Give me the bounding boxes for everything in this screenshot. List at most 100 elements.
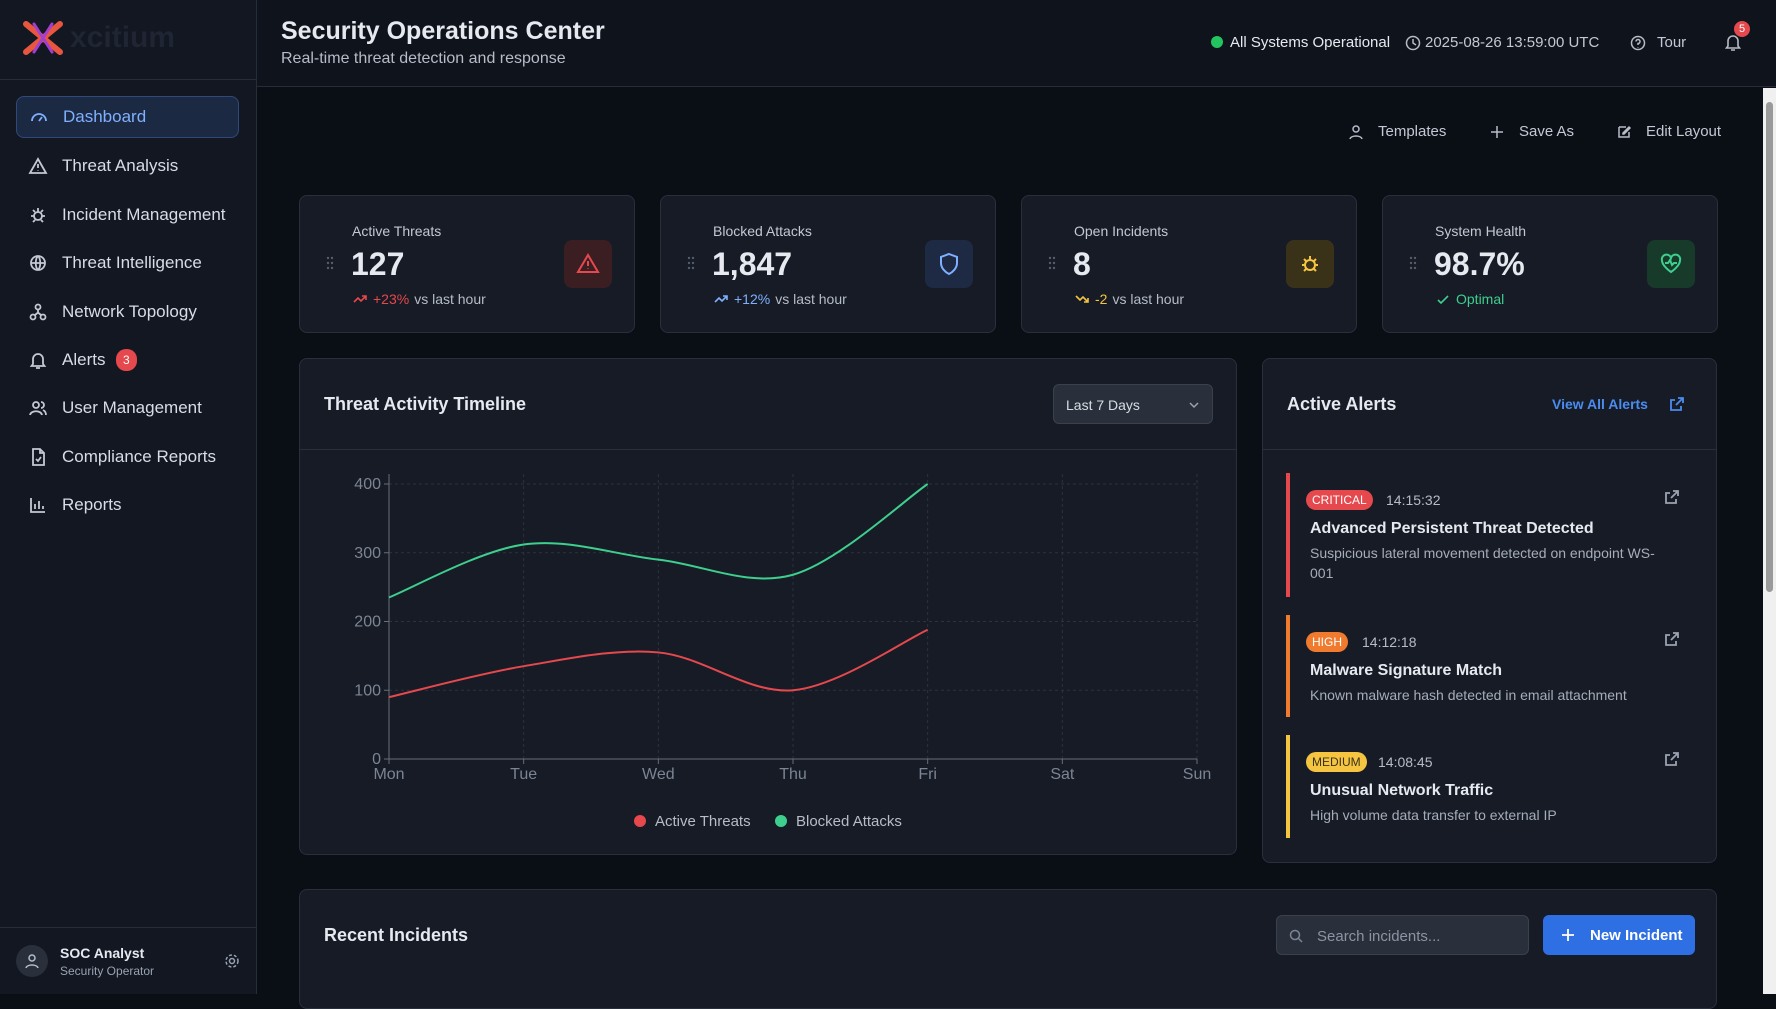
stat-card[interactable]: Blocked Attacks 1,847 +12% vs last hour [660, 195, 996, 333]
nav-label: Alerts [62, 350, 106, 369]
chevron [1189, 402, 1199, 409]
view-all-link[interactable]: View All Alerts [1552, 396, 1648, 412]
external-icon [1665, 752, 1679, 766]
trend-icon [1437, 295, 1449, 305]
nav-icon [28, 157, 48, 174]
legend-label: Blocked Attacks [796, 813, 902, 830]
nav-item[interactable]: Threat Intelligence [16, 242, 239, 284]
incidents-panel: Recent Incidents Search incidents... New… [299, 889, 1717, 1009]
nav-label: Incident Management [62, 205, 226, 224]
range-dropdown[interactable]: Last 7 Days [1053, 384, 1213, 424]
stat-icon [1286, 240, 1334, 288]
timestamp: 2025-08-26 13:59:00 UTC [1425, 34, 1600, 51]
status: All Systems Operational [1230, 34, 1391, 51]
stat-note: vs last hour [414, 291, 486, 307]
stat-change: +12% vs last hour [713, 291, 847, 307]
nav-label: Dashboard [63, 107, 147, 126]
divider [0, 79, 257, 80]
alert-title: Unusual Network Traffic [1310, 782, 1494, 799]
nav-label: Threat Analysis [62, 156, 179, 175]
stat-icon [925, 240, 973, 288]
sidebar: xcitium Dashboard Threat Analysis Incident… [0, 0, 257, 994]
bell-icon[interactable] [1723, 32, 1743, 52]
nav-label: Network Topology [62, 302, 197, 321]
toolbar-label: Templates [1378, 123, 1447, 140]
alert-item[interactable]: CRITICAL 14:15:32 Advanced Persistent Th… [1286, 473, 1691, 597]
brand: xcitium [22, 20, 175, 56]
y-tick-label: 300 [354, 545, 381, 562]
x-tick-label: Wed [642, 766, 675, 783]
alert-description: High volume data transfer to external IP [1310, 807, 1557, 823]
avatar[interactable] [16, 945, 48, 977]
toolbar-icon [1618, 125, 1632, 138]
stat-value: 1,847 [712, 246, 793, 282]
drag-handle [1048, 256, 1056, 270]
nav-item[interactable]: Alerts [16, 339, 239, 381]
tour-button[interactable]: Tour [1657, 34, 1687, 51]
severity-badge: CRITICAL [1306, 490, 1373, 510]
external-icon [1665, 490, 1679, 504]
stat-value: 8 [1073, 246, 1091, 282]
nav-item[interactable]: Incident Management [16, 194, 239, 236]
stat-card[interactable]: Active Threats 127 +23% vs last hour [299, 195, 635, 333]
trend-icon [1075, 295, 1089, 303]
toolbar-label: Edit Layout [1646, 123, 1722, 140]
trend-icon [353, 295, 367, 303]
nav-icon [31, 113, 47, 122]
stat-value: 127 [351, 246, 405, 282]
nav-item[interactable]: Compliance Reports [16, 436, 239, 478]
help-icon[interactable] [1630, 35, 1646, 51]
alert-time: 14:12:18 [1362, 634, 1417, 650]
scrollbar[interactable] [1763, 88, 1776, 994]
toolbar-button[interactable]: Edit Layout [1616, 123, 1721, 140]
stat-label: Blocked Attacks [713, 223, 812, 239]
stat-delta: +23% [373, 291, 410, 307]
stat-icon [564, 240, 612, 288]
y-tick-label: 400 [354, 476, 381, 493]
severity-badge: HIGH [1306, 632, 1348, 652]
panel-title: Threat Activity Timeline [324, 394, 527, 414]
divider [300, 449, 1236, 450]
nav-item[interactable]: User Management [16, 387, 239, 429]
stat-card[interactable]: Open Incidents 8 -2 vs last hour [1021, 195, 1357, 333]
alert-item[interactable]: HIGH 14:12:18 Malware Signature Match Kn… [1286, 615, 1691, 717]
drag-handle [687, 256, 695, 270]
drag-handle [326, 256, 334, 270]
range-value: Last 7 Days [1066, 397, 1140, 413]
nav-item[interactable]: Threat Analysis [16, 145, 239, 187]
legend-label: Active Threats [655, 813, 751, 830]
button-label: New Incident [1590, 927, 1683, 944]
toolbar-button[interactable]: Save As [1489, 123, 1574, 140]
nav-icon [29, 401, 47, 416]
nav-item[interactable]: Reports [16, 484, 239, 526]
alert-item[interactable]: MEDIUM 14:08:45 Unusual Network Traffic … [1286, 735, 1691, 838]
toolbar-button[interactable]: Templates [1348, 123, 1446, 140]
scroll-thumb[interactable] [1766, 102, 1773, 592]
divider [0, 927, 257, 928]
stat-label: System Health [1435, 223, 1527, 239]
page-subtitle: Real-time threat detection and response [281, 50, 566, 67]
nav-icon [30, 255, 46, 271]
alert-title: Advanced Persistent Threat Detected [1310, 520, 1594, 537]
page-title: Security Operations Center [281, 17, 605, 45]
timeline-panel: Threat Activity Timeline Last 7 Days [299, 358, 1237, 855]
nav-label: Compliance Reports [62, 447, 217, 466]
stat-label: Active Threats [352, 223, 442, 239]
settings-icon[interactable] [224, 953, 240, 969]
severity-badge: MEDIUM [1306, 752, 1367, 772]
external-icon [1670, 397, 1684, 411]
panel-title: Recent Incidents [324, 925, 469, 945]
nav-label: Reports [62, 495, 122, 514]
alert-description: Known malware hash detected in email att… [1310, 687, 1627, 703]
y-tick-label: 200 [354, 614, 381, 631]
search-input[interactable]: Search incidents... [1276, 915, 1529, 955]
x-tick-label: Fri [918, 766, 937, 783]
nav-item[interactable]: Dashboard [16, 96, 239, 138]
stat-card[interactable]: System Health 98.7% Optimal [1382, 195, 1718, 333]
nav-item[interactable]: Network Topology [16, 291, 239, 333]
stat-icon [1647, 240, 1695, 288]
x-tick-label: Thu [779, 766, 807, 783]
stat-note: vs last hour [1112, 291, 1185, 307]
alert-description: Suspicious lateral movement detected on … [1310, 545, 1655, 581]
new-incident-button[interactable]: New Incident [1543, 915, 1695, 955]
